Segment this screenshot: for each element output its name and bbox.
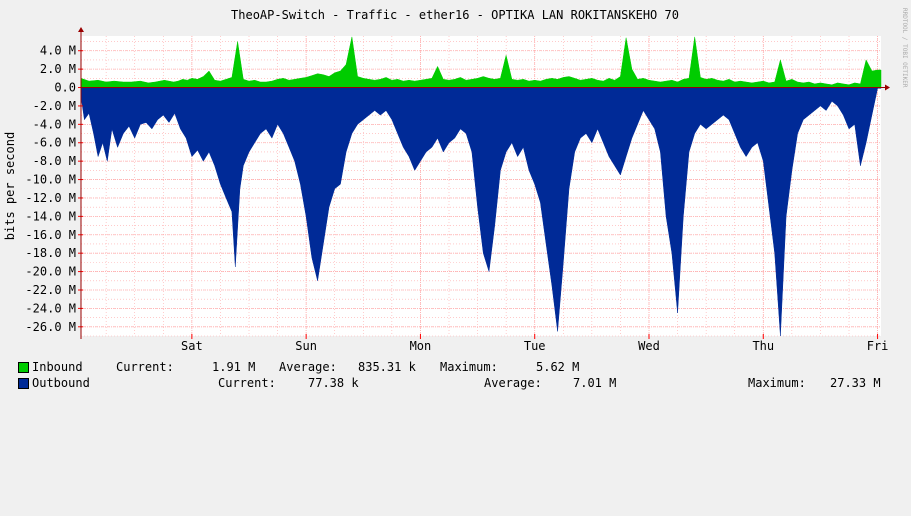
y-tick-label: 0.0 — [54, 81, 76, 95]
y-tick-label: -24.0 M — [25, 301, 76, 315]
outbound-maximum-value: 27.33 M — [830, 376, 881, 390]
x-tick-label: Sun — [295, 339, 317, 353]
y-tick-label: -2.0 M — [33, 99, 76, 113]
legend-inbound: Inbound Current: 1.91 M Average: 835.31 … — [18, 360, 579, 374]
y-tick-label: -14.0 M — [25, 209, 76, 223]
outbound-swatch — [18, 378, 29, 389]
y-tick-labels: 4.0 M 2.0 M 0.0 -2.0 M -4.0 M -6.0 M -8.0 M -10… — [25, 44, 76, 334]
x-axis-arrow — [885, 84, 890, 91]
inbound-average-label: Average: — [279, 360, 337, 374]
inbound-label: Inbound — [32, 360, 83, 374]
y-tick-label: -4.0 M — [33, 117, 76, 131]
x-tick-label: Wed — [638, 339, 660, 353]
x-tick-label: Tue — [524, 339, 546, 353]
outbound-current-value: 77.38 k — [308, 376, 359, 390]
y-tick-label: 4.0 M — [40, 44, 76, 58]
y-tick-label: 2.0 M — [40, 62, 76, 76]
inbound-swatch — [18, 362, 29, 373]
y-axis-label: bits per second — [3, 132, 17, 240]
x-tick-labels: Sat Sun Mon Tue Wed Thu Fri — [181, 339, 888, 353]
axes — [78, 27, 890, 339]
x-tick-label: Sat — [181, 339, 203, 353]
y-tick-label: -10.0 M — [25, 173, 76, 187]
y-tick-label: -8.0 M — [33, 154, 76, 168]
y-tick-label: -18.0 M — [25, 246, 76, 260]
outbound-average-label: Average: — [484, 376, 542, 390]
y-tick-label: -16.0 M — [25, 228, 76, 242]
area-inbound — [80, 36, 882, 88]
inbound-current-label: Current: — [116, 360, 174, 374]
traffic-chart: 4.0 M 2.0 M 0.0 -2.0 M -4.0 M -6.0 M -8.0 M -10… — [3, 8, 908, 353]
outbound-label: Outbound — [32, 376, 90, 390]
outbound-maximum-label: Maximum: — [748, 376, 806, 390]
y-tick-label: -6.0 M — [33, 136, 76, 150]
y-tick-label: -20.0 M — [25, 265, 76, 279]
traffic-areas — [80, 36, 882, 337]
outbound-current-label: Current: — [218, 376, 276, 390]
inbound-maximum-value: 5.62 M — [536, 360, 580, 374]
chart-title: TheoAP-Switch - Traffic - ether16 - OPTI… — [231, 8, 679, 22]
legend-outbound: Outbound Current: 77.38 k Average: 7.01 … — [18, 376, 881, 390]
rrdtool-watermark: RRDTOOL / TOBI OETIKER — [901, 8, 908, 88]
y-tick-label: -22.0 M — [25, 283, 76, 297]
area-outbound — [80, 87, 882, 337]
inbound-maximum-label: Maximum: — [440, 360, 498, 374]
x-tick-label: Fri — [867, 339, 889, 353]
inbound-current-value: 1.91 M — [212, 360, 256, 374]
outbound-average-value: 7.01 M — [573, 376, 617, 390]
x-tick-label: Thu — [752, 339, 774, 353]
inbound-average-value: 835.31 k — [358, 360, 416, 374]
x-tick-label: Mon — [410, 339, 432, 353]
y-tick-label: -12.0 M — [25, 191, 76, 205]
y-tick-label: -26.0 M — [25, 320, 76, 334]
y-axis-arrow — [78, 27, 84, 32]
